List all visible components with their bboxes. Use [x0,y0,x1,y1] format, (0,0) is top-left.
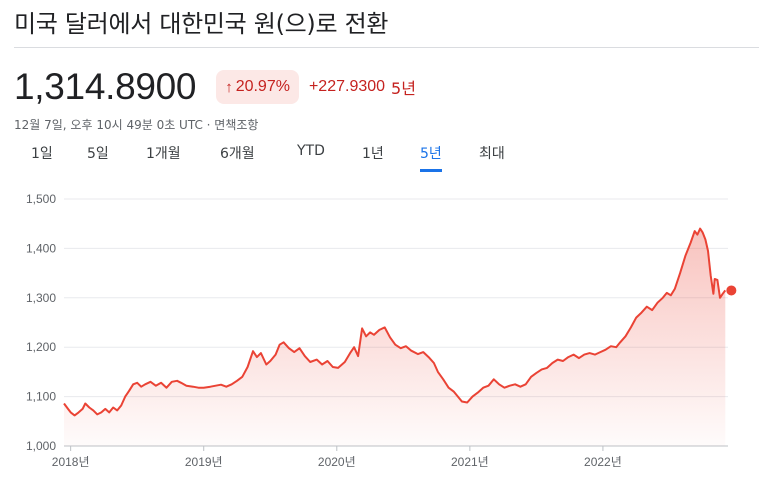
quote-timestamp[interactable]: 12월 7일, 오후 10시 49분 0초 UTC · 면책조항 [14,118,259,132]
percent-change-value: 20.97% [235,78,290,95]
up-arrow-icon: ↑ [225,78,233,96]
exchange-rate-chart[interactable]: 1,000 1,100 1,200 1,300 1,400 1,500 2018년 2019… [0,180,759,488]
current-value-marker [726,285,737,296]
tab-ytd[interactable]: YTD [297,143,325,159]
x-tick-label: 2019년 [185,455,223,469]
x-tick-label: 2021년 [451,455,489,469]
absolute-change: +227.9300 [308,78,386,95]
page-title: 미국 달러에서 대한민국 원(으)로 전환 [14,10,389,38]
y-tick-label: 1,500 [26,192,56,206]
x-tick-label: 2022년 [584,455,622,469]
y-axis-labels: 1,000 1,100 1,200 1,300 1,400 1,500 [26,192,56,453]
percent-change-badge: ↑ 20.97% [216,70,299,104]
y-tick-label: 1,000 [26,439,56,453]
tab-1-day[interactable]: 1일 [31,146,53,162]
tab-6-months[interactable]: 6개월 [220,146,255,162]
range-tabs: 1일 5일 1개월 6개월 YTD 1년 5년 최대 [0,143,759,173]
series-area [64,228,726,446]
tab-5-days[interactable]: 5일 [87,146,109,162]
tab-1-year[interactable]: 1년 [362,146,384,162]
x-tick-label: 2020년 [318,455,356,469]
quote-row: 1,314.8900 ↑ 20.97% +227.9300 5년 [14,66,416,108]
x-axis: 2018년 2019년 2020년 2021년 2022년 [52,445,728,469]
x-tick-label: 2018년 [52,455,90,469]
change-period: 5년 [391,79,416,98]
y-tick-label: 1,400 [26,241,56,255]
tab-5-years[interactable]: 5년 [420,143,442,172]
y-tick-label: 1,100 [26,390,56,404]
current-price: 1,314.8900 [14,66,197,107]
y-tick-label: 1,300 [26,291,56,305]
series-line [63,227,727,417]
y-tick-label: 1,200 [26,340,56,354]
header-divider [14,47,759,48]
tab-max[interactable]: 최대 [479,146,505,162]
tab-1-month[interactable]: 1개월 [146,146,181,162]
